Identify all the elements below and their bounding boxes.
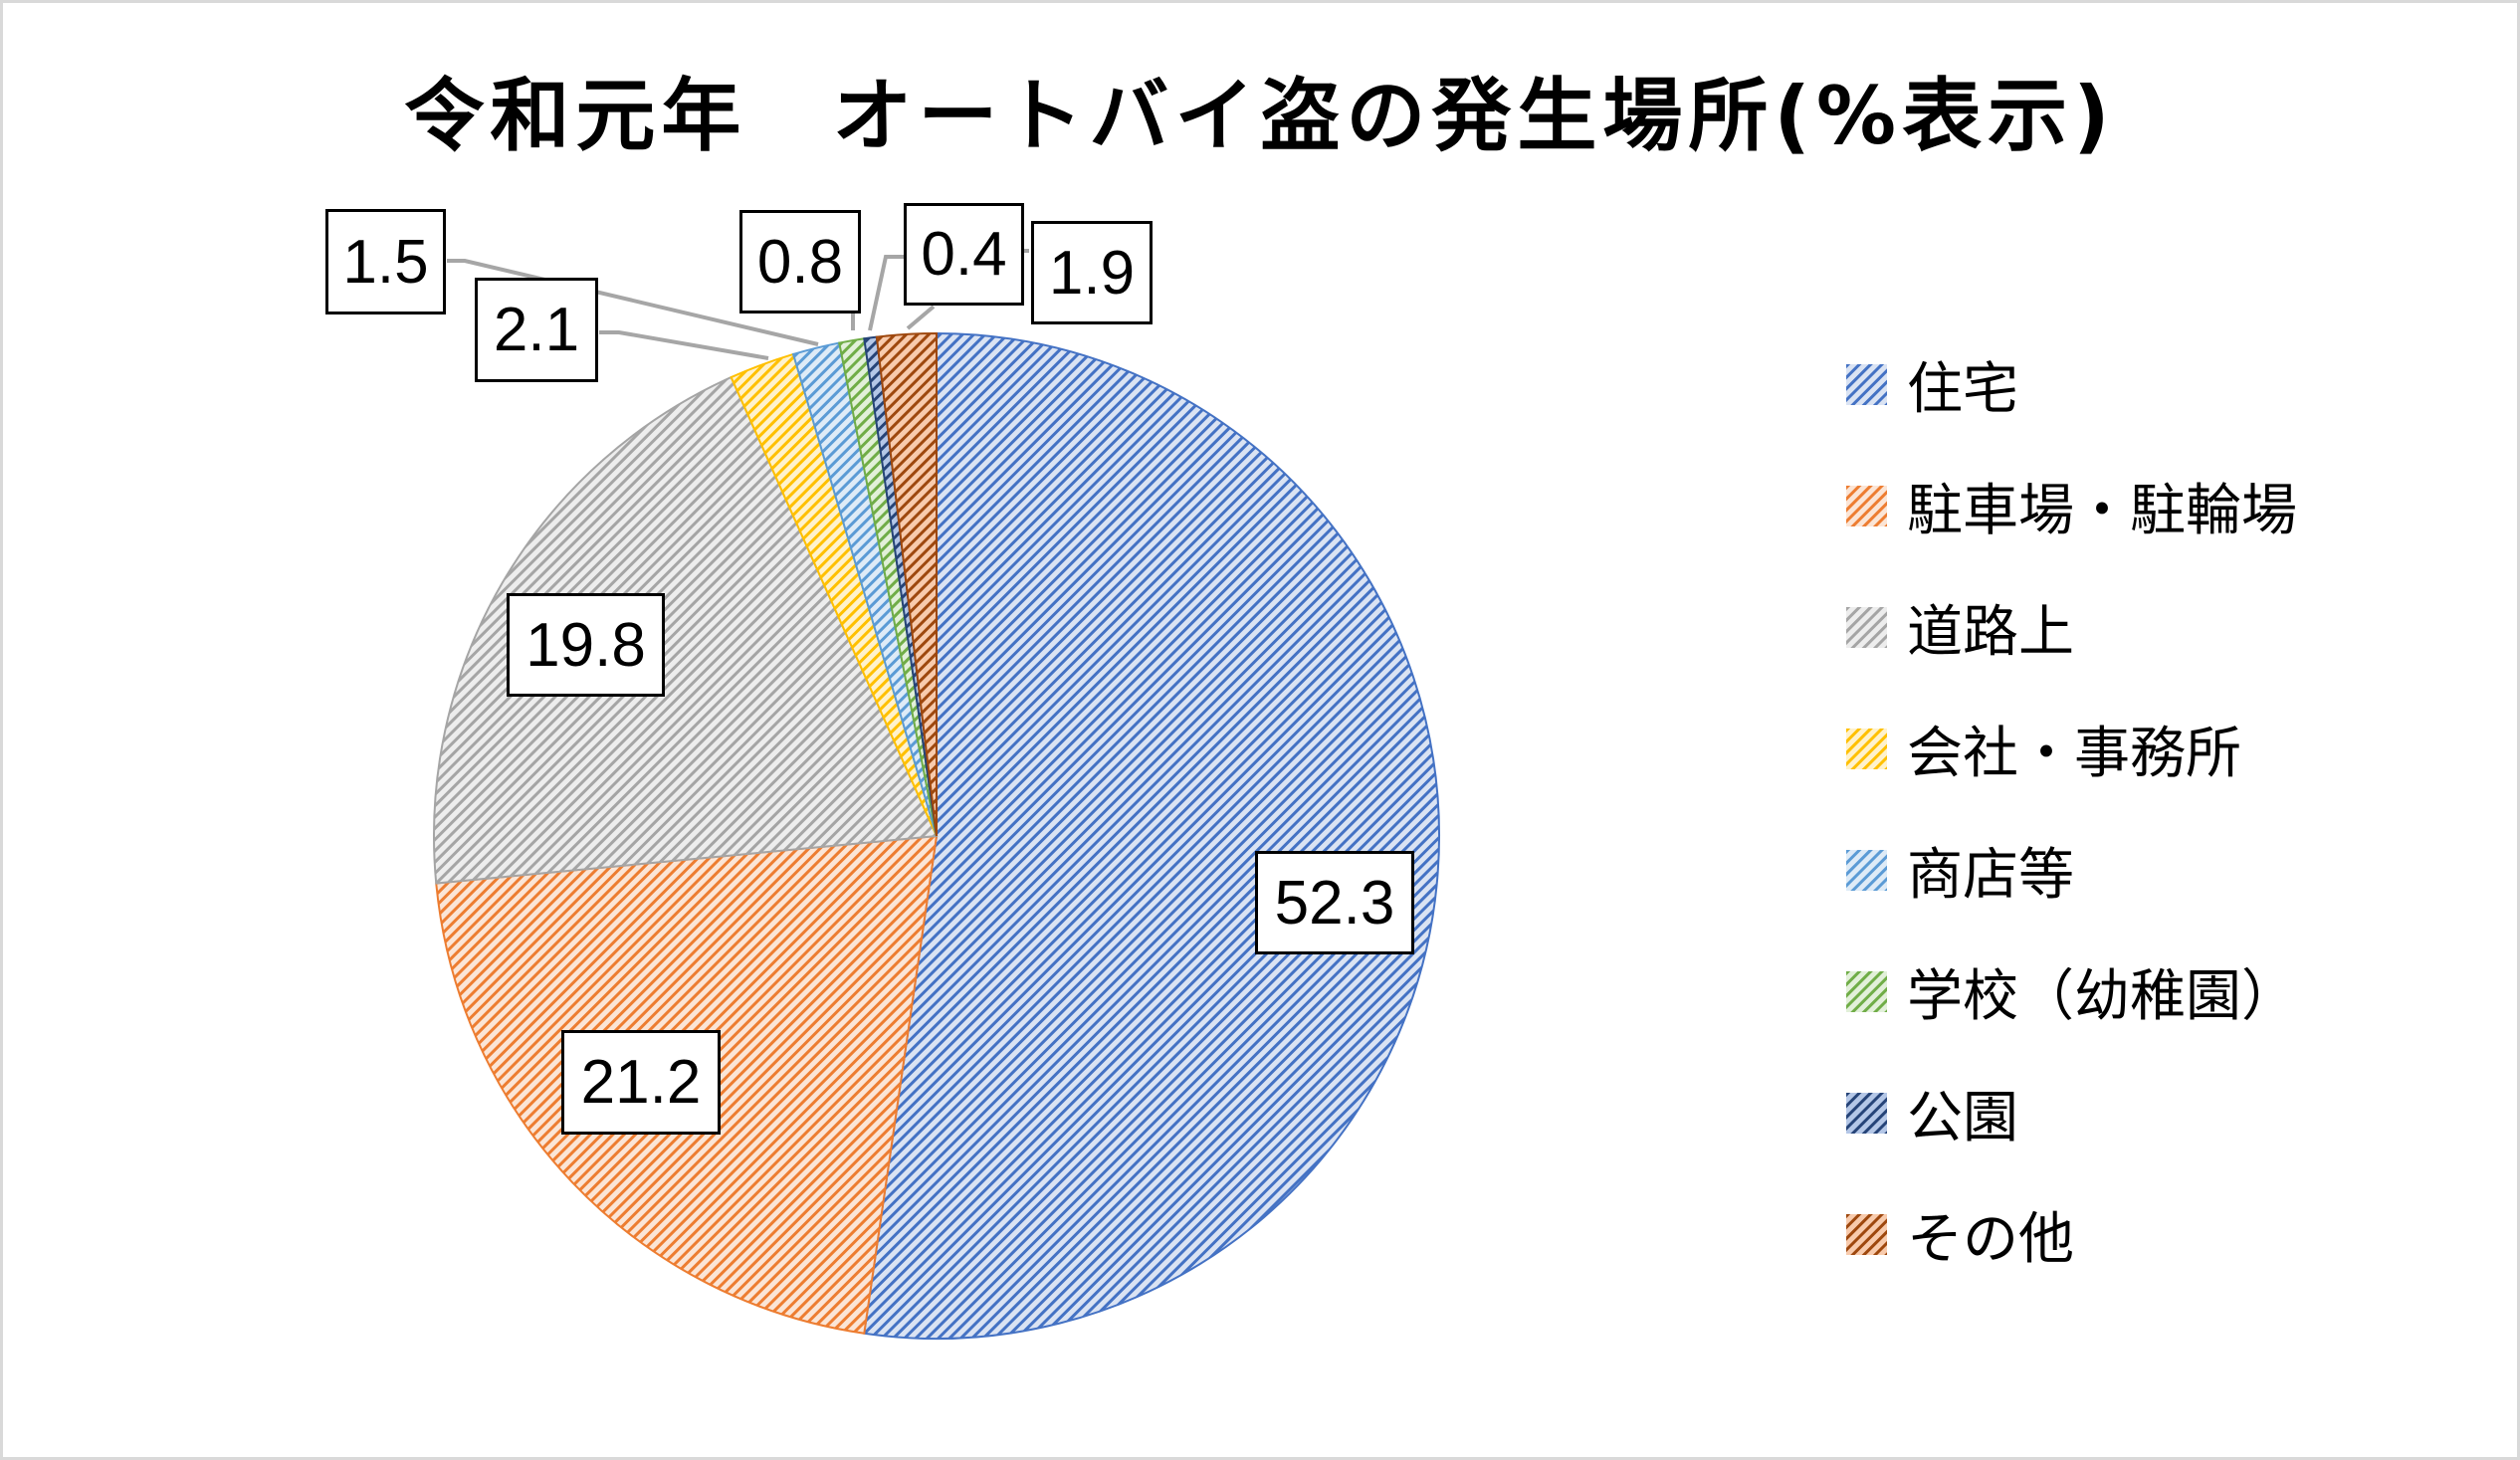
data-label-park: 0.4 (904, 203, 1024, 306)
legend-item-road: 道路上 (1846, 566, 2297, 688)
data-label-road: 19.8 (507, 593, 665, 697)
data-label-parking: 21.2 (561, 1030, 721, 1135)
legend-swatch-icon (1846, 485, 1887, 526)
legend-swatch-icon (1846, 363, 1887, 405)
chart-legend: 住宅 駐車場・駐輪場 道路上 会社・事務所 商店等 学校（幼稚園） 公園 その他 (1846, 323, 2297, 1295)
leader-line-1-5 (447, 259, 819, 346)
legend-swatch-icon (1846, 606, 1887, 648)
legend-item-other: その他 (1846, 1173, 2297, 1295)
data-label-shop: 1.5 (325, 209, 446, 314)
data-label-residence: 52.3 (1255, 851, 1414, 954)
pie-slice-road (433, 375, 939, 885)
legend-item-school: 学校（幼稚園） (1846, 931, 2297, 1052)
legend-item-office: 会社・事務所 (1846, 688, 2297, 809)
leader-line-0-4 (868, 255, 904, 331)
data-label-office: 2.1 (475, 278, 598, 382)
pie-slice-other (875, 331, 938, 837)
pie-slice-residence (863, 331, 1440, 1340)
data-label-school: 0.8 (739, 210, 861, 313)
legend-swatch-icon (1846, 849, 1887, 891)
leader-line-2-1 (599, 330, 769, 360)
legend-swatch-icon (1846, 1092, 1887, 1134)
legend-swatch-icon (1846, 728, 1887, 769)
legend-item-park: 公園 (1846, 1052, 2297, 1173)
data-label-other: 1.9 (1031, 221, 1153, 324)
leader-line-1-9b (906, 305, 936, 330)
chart-title: 令和元年 オートバイ盗の発生場所(%表示) (404, 70, 2116, 162)
legend-swatch-icon (1846, 970, 1887, 1012)
legend-item-shop: 商店等 (1846, 809, 2297, 931)
legend-item-parking: 駐車場・駐輪場 (1846, 445, 2297, 566)
legend-item-residence: 住宅 (1846, 323, 2297, 445)
legend-swatch-icon (1846, 1213, 1887, 1255)
